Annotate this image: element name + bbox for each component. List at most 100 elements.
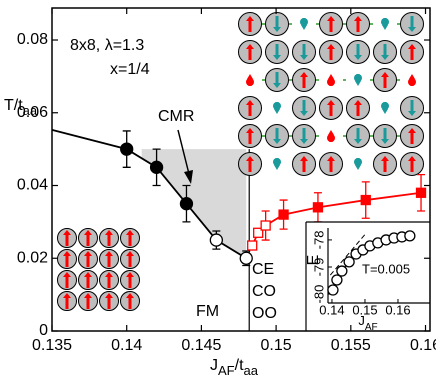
y-tick-label: 0 [39, 322, 48, 339]
spin-arrow [63, 230, 71, 246]
spin-arrow [408, 16, 416, 32]
annotation: CMR [158, 108, 194, 125]
y-label-main: T/t [4, 97, 23, 114]
y-axis-label: T/taa [4, 97, 38, 118]
spin-arrow [408, 128, 416, 144]
spin-arrow [126, 230, 134, 246]
spin-arrow [105, 293, 113, 309]
spin-arrow [382, 102, 388, 114]
spin-arrow [408, 156, 416, 172]
annotation: CE [252, 261, 274, 278]
y-tick-label: 0.04 [17, 177, 48, 194]
inset-x-tick-label: 0.14 [319, 302, 344, 317]
x-label-main: J [210, 357, 218, 374]
spin-arrow [327, 100, 335, 116]
x-tick-label: 0.15 [261, 337, 292, 354]
annotation: 8x8, λ=1.3 [70, 37, 144, 54]
marker [179, 197, 194, 211]
x-tick-label: 0.135 [32, 337, 72, 354]
spin-arrow [381, 128, 389, 144]
spin-arrow [408, 44, 416, 60]
x-label-sub: AF [218, 363, 235, 378]
marker [247, 240, 258, 251]
annotation: CO [252, 283, 276, 300]
annotation: FM [196, 303, 219, 320]
x-label-rest: /t [235, 357, 244, 374]
marker [239, 251, 253, 265]
annotation: OO [252, 305, 277, 322]
y-tick-label: 0.02 [17, 249, 48, 266]
spin-arrow [105, 230, 113, 246]
marker [260, 220, 271, 231]
spin-arrow [126, 293, 134, 309]
x-tick-label: 0.155 [331, 337, 371, 354]
spin-arrow [354, 100, 362, 116]
spin-arrow [246, 128, 254, 144]
spin-arrow [84, 272, 92, 288]
plot-frame [51, 7, 431, 332]
spin-arrow [105, 251, 113, 267]
inset-y-tick-label: -78 [311, 231, 326, 250]
spin-arrow [273, 16, 281, 32]
spin-arrow [273, 44, 281, 60]
spin-arrow [126, 251, 134, 267]
marker [209, 233, 223, 247]
y-tick-label: 0.08 [17, 31, 48, 48]
spin-arrow [381, 44, 389, 60]
spin-arrow [300, 44, 308, 60]
spin-arrow [409, 74, 415, 86]
spin-arrow [300, 72, 308, 88]
x-tick-label: 0.145 [181, 337, 221, 354]
x-label-sub2: aa [244, 363, 259, 378]
inset-y-label: E [305, 255, 322, 266]
annotation: x=1/4 [110, 61, 150, 78]
spin-arrow [274, 158, 280, 170]
marker [415, 187, 427, 198]
inset-x-label-main: J [358, 313, 365, 328]
spin-arrow [247, 74, 253, 86]
spin-arrow [354, 16, 362, 32]
inset-y-tick-label: -80 [311, 285, 326, 304]
spin-arrow [354, 44, 362, 60]
spin-arrow [300, 128, 308, 144]
inset-marker [404, 230, 416, 242]
spin-arrow [246, 16, 254, 32]
x-tick-label: 0.16 [410, 337, 436, 354]
y-label-sub: aa [23, 103, 38, 118]
spin-arrow [328, 130, 334, 142]
marker [149, 160, 164, 174]
tangent-line [329, 234, 366, 276]
spin-arrow [381, 156, 389, 172]
arrow [177, 129, 191, 179]
spin-arrow [300, 100, 308, 116]
inset-note: T=0.005 [362, 261, 410, 276]
spin-arrow [301, 18, 307, 30]
inset-x-label: JAF [358, 313, 377, 332]
spin-arrow [246, 156, 254, 172]
inset-y-tick-label: -79 [311, 258, 326, 277]
marker [360, 194, 371, 206]
spin-arrow [300, 156, 308, 172]
inset-marker [336, 265, 348, 277]
marker [120, 142, 134, 156]
foreground-layer: 0.135 0.14 0.145 0.15 0.155 0.16 0 0.02 0.04 0.06… [17, 7, 436, 354]
spin-arrow [126, 272, 134, 288]
spin-arrow [327, 16, 335, 32]
spin-diagrams [57, 12, 424, 311]
spin-arrow [354, 128, 362, 144]
spin-arrow [327, 156, 335, 172]
spin-arrow [105, 272, 113, 288]
spin-arrow [63, 293, 71, 309]
inset-marker [343, 256, 355, 268]
inset-marker [327, 284, 339, 296]
inset-x-tick-label: 0.16 [385, 302, 410, 317]
spin-arrow [84, 251, 92, 267]
spin-arrow [355, 74, 361, 86]
spin-arrow [381, 72, 389, 88]
spin-arrow [63, 251, 71, 267]
marker [253, 227, 264, 238]
spin-arrow [63, 272, 71, 288]
marker [278, 209, 289, 220]
y-tick-label: 0.06 [17, 104, 48, 121]
